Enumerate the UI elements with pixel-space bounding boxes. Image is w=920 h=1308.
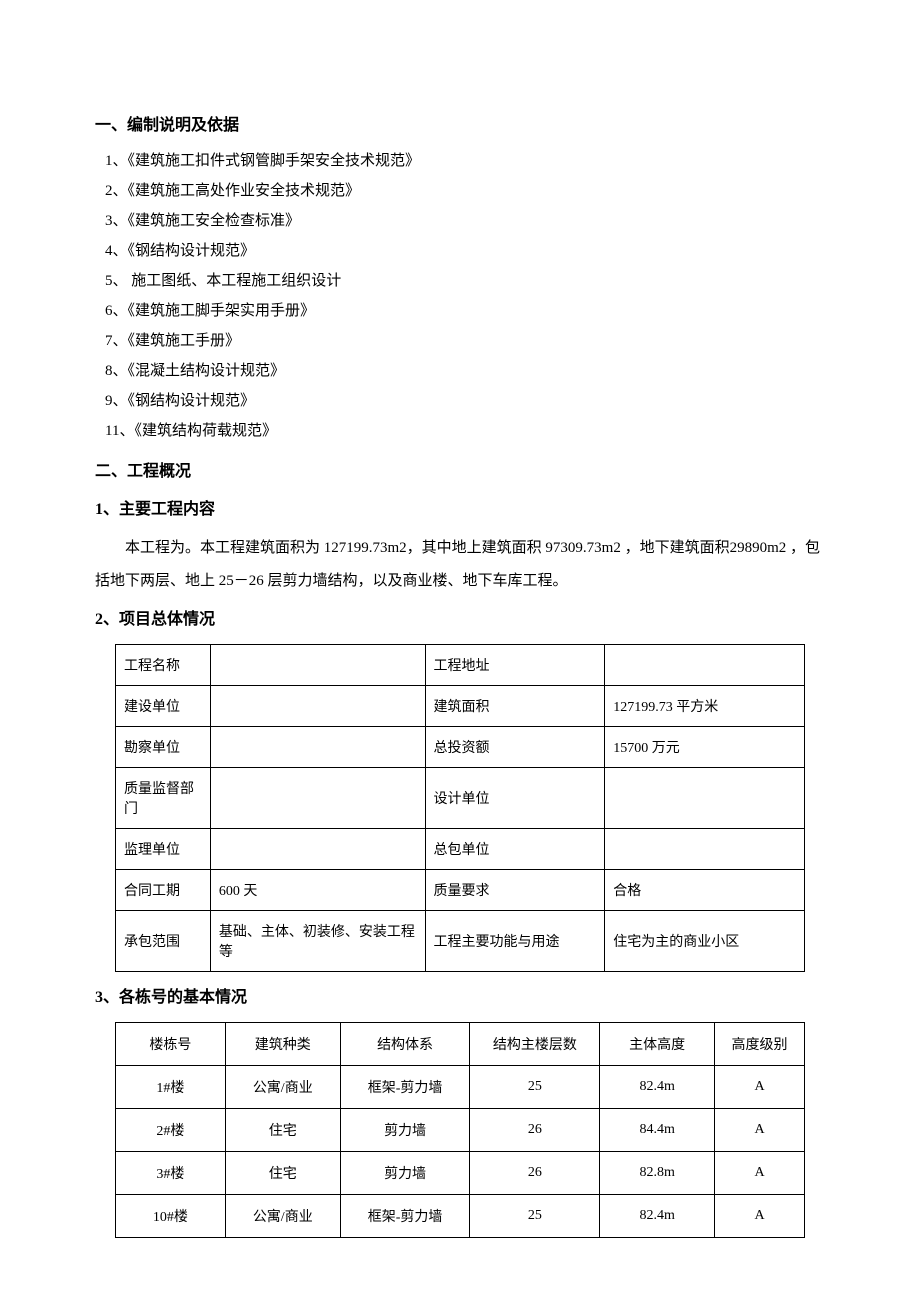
table-header: 主体高度 (600, 1023, 715, 1066)
table-header-row: 楼栋号 建筑种类 结构体系 结构主楼层数 主体高度 高度级别 (116, 1023, 805, 1066)
table-row: 10#楼 公寓/商业 框架-剪力墙 25 82.4m A (116, 1195, 805, 1238)
table-cell: A (715, 1066, 805, 1109)
table-cell: 设计单位 (425, 768, 605, 829)
basis-item: 4、《钢结构设计规范》 (95, 236, 825, 266)
table-cell: 总包单位 (425, 829, 605, 870)
table-row: 建设单位 建筑面积 127199.73 平方米 (116, 686, 805, 727)
subsection-2-2-title: 2、项目总体情况 (95, 604, 825, 636)
table-cell: 建设单位 (116, 686, 211, 727)
table-row: 监理单位 总包单位 (116, 829, 805, 870)
table-cell: 总投资额 (425, 727, 605, 768)
project-description-paragraph: 本工程为。本工程建筑面积为 127199.73m2，其中地上建筑面积 97309… (95, 532, 825, 598)
basis-item: 1、《建筑施工扣件式钢管脚手架安全技术规范》 (95, 146, 825, 176)
table-cell: A (715, 1109, 805, 1152)
table-row: 合同工期 600 天 质量要求 合格 (116, 870, 805, 911)
table-cell: 监理单位 (116, 829, 211, 870)
table-header: 高度级别 (715, 1023, 805, 1066)
basis-item: 7、《建筑施工手册》 (95, 326, 825, 356)
table-cell: A (715, 1152, 805, 1195)
table-cell: 公寓/商业 (225, 1066, 340, 1109)
table-cell (605, 768, 805, 829)
table-cell: 剪力墙 (340, 1109, 470, 1152)
table-cell (210, 829, 425, 870)
table-cell: 质量要求 (425, 870, 605, 911)
basis-item: 6、《建筑施工脚手架实用手册》 (95, 296, 825, 326)
table-cell (605, 645, 805, 686)
table-cell: 26 (470, 1109, 600, 1152)
table-cell: 1#楼 (116, 1066, 226, 1109)
basis-item: 11、《建筑结构荷载规范》 (95, 416, 825, 446)
section-2-title: 二、工程概况 (95, 456, 825, 488)
basis-item: 8、《混凝土结构设计规范》 (95, 356, 825, 386)
table-header: 楼栋号 (116, 1023, 226, 1066)
table-cell: 勘察单位 (116, 727, 211, 768)
table-cell: 住宅为主的商业小区 (605, 911, 805, 972)
project-overview-table: 工程名称 工程地址 建设单位 建筑面积 127199.73 平方米 勘察单位 总… (115, 644, 805, 972)
table-cell: 82.4m (600, 1066, 715, 1109)
table-row: 勘察单位 总投资额 15700 万元 (116, 727, 805, 768)
basis-item: 9、《钢结构设计规范》 (95, 386, 825, 416)
subsection-2-3-title: 3、各栋号的基本情况 (95, 982, 825, 1014)
table-row: 1#楼 公寓/商业 框架-剪力墙 25 82.4m A (116, 1066, 805, 1109)
table-row: 2#楼 住宅 剪力墙 26 84.4m A (116, 1109, 805, 1152)
table-cell: 质量监督部门 (116, 768, 211, 829)
table-header: 结构体系 (340, 1023, 470, 1066)
table-header: 结构主楼层数 (470, 1023, 600, 1066)
table-cell: 600 天 (210, 870, 425, 911)
table-header: 建筑种类 (225, 1023, 340, 1066)
table-cell: 工程名称 (116, 645, 211, 686)
table-cell (210, 645, 425, 686)
table-cell: A (715, 1195, 805, 1238)
table-cell: 15700 万元 (605, 727, 805, 768)
basis-item: 3、《建筑施工安全检查标准》 (95, 206, 825, 236)
table-cell: 2#楼 (116, 1109, 226, 1152)
table-cell: 承包范围 (116, 911, 211, 972)
table-cell: 建筑面积 (425, 686, 605, 727)
table-cell: 合同工期 (116, 870, 211, 911)
table-cell: 25 (470, 1066, 600, 1109)
table-cell: 工程主要功能与用途 (425, 911, 605, 972)
table-cell (605, 829, 805, 870)
subsection-2-1-title: 1、主要工程内容 (95, 494, 825, 526)
basis-item: 2、《建筑施工高处作业安全技术规范》 (95, 176, 825, 206)
table-cell: 25 (470, 1195, 600, 1238)
table-cell: 127199.73 平方米 (605, 686, 805, 727)
table-row: 承包范围 基础、主体、初装修、安装工程等 工程主要功能与用途 住宅为主的商业小区 (116, 911, 805, 972)
table-cell: 工程地址 (425, 645, 605, 686)
table-cell: 框架-剪力墙 (340, 1195, 470, 1238)
table-cell (210, 727, 425, 768)
table-row: 3#楼 住宅 剪力墙 26 82.8m A (116, 1152, 805, 1195)
table-cell: 82.4m (600, 1195, 715, 1238)
table-cell: 住宅 (225, 1152, 340, 1195)
table-cell: 剪力墙 (340, 1152, 470, 1195)
table-cell: 合格 (605, 870, 805, 911)
table-cell: 26 (470, 1152, 600, 1195)
table-cell: 住宅 (225, 1109, 340, 1152)
table-cell: 3#楼 (116, 1152, 226, 1195)
table-cell: 公寓/商业 (225, 1195, 340, 1238)
table-cell: 基础、主体、初装修、安装工程等 (210, 911, 425, 972)
table-cell: 84.4m (600, 1109, 715, 1152)
basis-item: 5、 施工图纸、本工程施工组织设计 (95, 266, 825, 296)
table-row: 质量监督部门 设计单位 (116, 768, 805, 829)
table-cell: 框架-剪力墙 (340, 1066, 470, 1109)
section-1-title: 一、编制说明及依据 (95, 110, 825, 142)
table-cell: 82.8m (600, 1152, 715, 1195)
building-info-table: 楼栋号 建筑种类 结构体系 结构主楼层数 主体高度 高度级别 1#楼 公寓/商业… (115, 1022, 805, 1238)
table-row: 工程名称 工程地址 (116, 645, 805, 686)
table-cell: 10#楼 (116, 1195, 226, 1238)
table-cell (210, 686, 425, 727)
table-cell (210, 768, 425, 829)
